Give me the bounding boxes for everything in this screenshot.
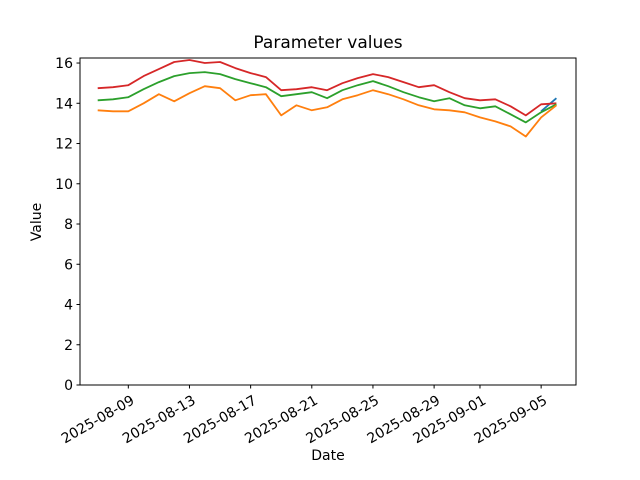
x-axis-label: Date bbox=[311, 448, 345, 464]
y-tick-label: 8 bbox=[64, 217, 73, 233]
y-tick-label: 0 bbox=[64, 378, 73, 394]
series-blue-line bbox=[540, 97, 557, 112]
axes-spines bbox=[79, 57, 577, 386]
series-orange-line bbox=[97, 85, 557, 138]
y-tick-label: 6 bbox=[64, 257, 73, 273]
y-tick-label: 16 bbox=[55, 56, 73, 72]
chart-title: Parameter values bbox=[253, 33, 403, 53]
y-tick-label: 10 bbox=[55, 177, 73, 193]
series-green-line bbox=[97, 71, 557, 124]
y-tick-label: 12 bbox=[55, 137, 73, 153]
y-tick-label: 4 bbox=[64, 298, 73, 314]
y-tick-label: 14 bbox=[55, 96, 73, 112]
y-tick-label: 2 bbox=[64, 338, 73, 354]
series-red-line bbox=[97, 59, 557, 117]
